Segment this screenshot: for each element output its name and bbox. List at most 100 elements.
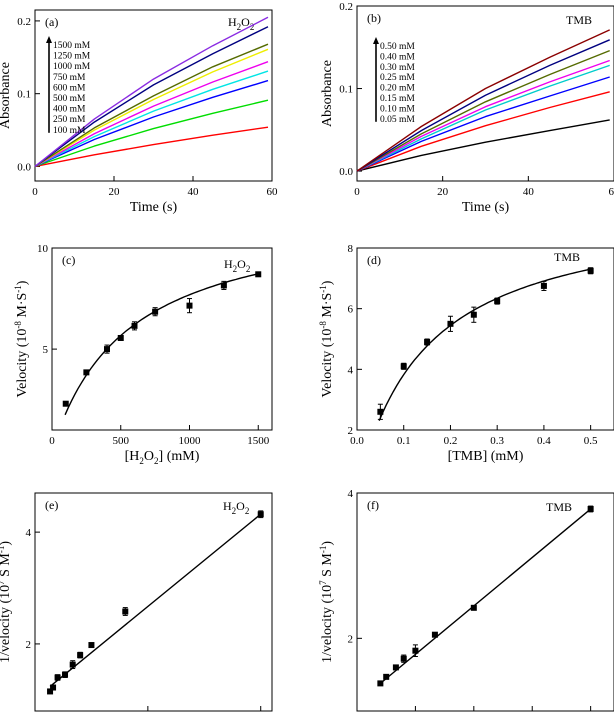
species-tag-part: 2 (237, 22, 242, 32)
data-point (83, 369, 90, 376)
y-tick-label: 0.2 (17, 16, 31, 28)
data-point (62, 671, 69, 678)
x-tick-label: 1000 (179, 435, 202, 447)
legend-entry: 100 mM (53, 126, 86, 136)
y-axis-label-part: ) (320, 541, 335, 546)
y-tick-label: 2 (26, 639, 32, 651)
series-line (356, 91, 610, 172)
legend-entry: 600 mM (53, 83, 86, 93)
data-point (494, 298, 501, 305)
y-axis-label-part: S M (0, 553, 13, 581)
series-line (356, 59, 610, 172)
legend-entry: 0.25 mM (380, 73, 415, 83)
y-tick-label: 0.0 (17, 161, 31, 173)
plot-frame (51, 247, 273, 431)
y-axis-label-part: ) (0, 541, 13, 546)
data-point (131, 322, 138, 329)
x-axis-label: Time (s) (462, 200, 510, 215)
y-axis-label-part: -1 (13, 285, 23, 293)
y-axis-label-part: -1 (318, 285, 328, 293)
legend-entry: 1000 mM (53, 62, 91, 72)
y-axis-label: 1/velocity (107 S M-1) (0, 541, 13, 663)
species-tag-part: 2 (246, 264, 251, 274)
legend-entry: 250 mM (53, 115, 86, 125)
species-tag-part: O (241, 15, 250, 29)
series-line (356, 29, 610, 172)
x-tick-label: 60 (609, 186, 614, 198)
legend-entry: 400 mM (53, 105, 86, 115)
data-point (392, 664, 399, 671)
legend-entry: 0.15 mM (380, 94, 415, 104)
y-tick-label: 10 (37, 243, 49, 255)
panel-label: (d) (367, 253, 381, 267)
species-tag: H2O2 (224, 257, 250, 274)
data-point (77, 652, 84, 659)
series-line (34, 70, 269, 168)
data-point (431, 631, 438, 638)
series-line (34, 126, 269, 168)
data-point (220, 282, 227, 289)
y-axis-label-part: -1 (318, 546, 328, 554)
y-axis-label: Absorbance (320, 60, 335, 127)
data-point (470, 604, 477, 611)
legend-entry: 1500 mM (53, 41, 91, 51)
plot-frame (356, 492, 614, 712)
x-tick-label: 0.3 (490, 435, 504, 447)
data-point (377, 408, 384, 415)
data-point (62, 400, 69, 407)
panel-b: 0 20 40 60 0.0 0.1 0.2 (b) TMB Time (s) Absorbance… (320, 1, 614, 215)
x-tick-label: 20 (109, 186, 121, 198)
series-line (356, 76, 610, 172)
data-point (424, 339, 431, 346)
y-axis-label: 1/velocity (107 S M-1) (318, 541, 335, 663)
species-tag-part: 2 (233, 264, 238, 274)
legend-entry: 0.05 mM (380, 115, 415, 125)
legend-entry: 500 mM (53, 94, 86, 104)
data-point (412, 647, 419, 654)
data-point (152, 308, 159, 315)
panel-label: (e) (45, 498, 58, 512)
legend-entry: 750 mM (53, 73, 86, 83)
y-axis-label: Absorbance (0, 62, 13, 129)
y-tick-label: 2 (348, 425, 354, 437)
data-point (122, 608, 129, 615)
series-line (34, 26, 269, 167)
x-tick-label: 40 (188, 186, 200, 198)
y-tick-label: 5 (43, 344, 49, 356)
data-point (88, 642, 95, 649)
y-tick-label: 4 (26, 527, 32, 539)
x-tick-label: 1500 (247, 435, 270, 447)
panel-label: (b) (367, 11, 381, 25)
data-point (104, 346, 110, 353)
legend-entry: 0.10 mM (380, 104, 415, 114)
species-tag: H2O2 (223, 499, 249, 516)
species-tag: TMB (566, 13, 592, 27)
series-line (34, 61, 269, 168)
data-point (69, 661, 76, 668)
y-tick-label: 0.1 (339, 84, 353, 96)
x-tick-label: 0.0 (350, 435, 364, 447)
y-axis-label-part: -8 (13, 321, 23, 329)
species-tag-part: H (228, 15, 237, 29)
y-tick-label: 0.1 (17, 89, 31, 101)
x-tick-label: 500 (113, 435, 130, 447)
data-point (400, 363, 407, 370)
data-point (383, 673, 390, 680)
species-tag-part: O (237, 257, 246, 271)
species-tag-part: H (223, 499, 232, 513)
y-axis-label-part: ) (320, 280, 335, 285)
y-axis-label-part: Velocity (10 (320, 329, 335, 398)
series-line (34, 16, 269, 167)
series-line (356, 64, 610, 172)
series-line (34, 99, 269, 168)
data-point (54, 674, 61, 681)
legend-arrow-head (46, 36, 52, 43)
y-tick-label: 2 (348, 633, 354, 645)
series-line (356, 39, 610, 172)
y-axis-label-part: -1 (0, 546, 6, 554)
panel-label: (f) (367, 498, 379, 512)
x-tick-label: 60 (267, 186, 279, 198)
panel-d: 0.0 0.1 0.2 0.3 0.4 0.5 2 4 6 8 (d) TMB [TMB] (mM) Ve… (318, 243, 614, 464)
data-point (255, 271, 262, 278)
